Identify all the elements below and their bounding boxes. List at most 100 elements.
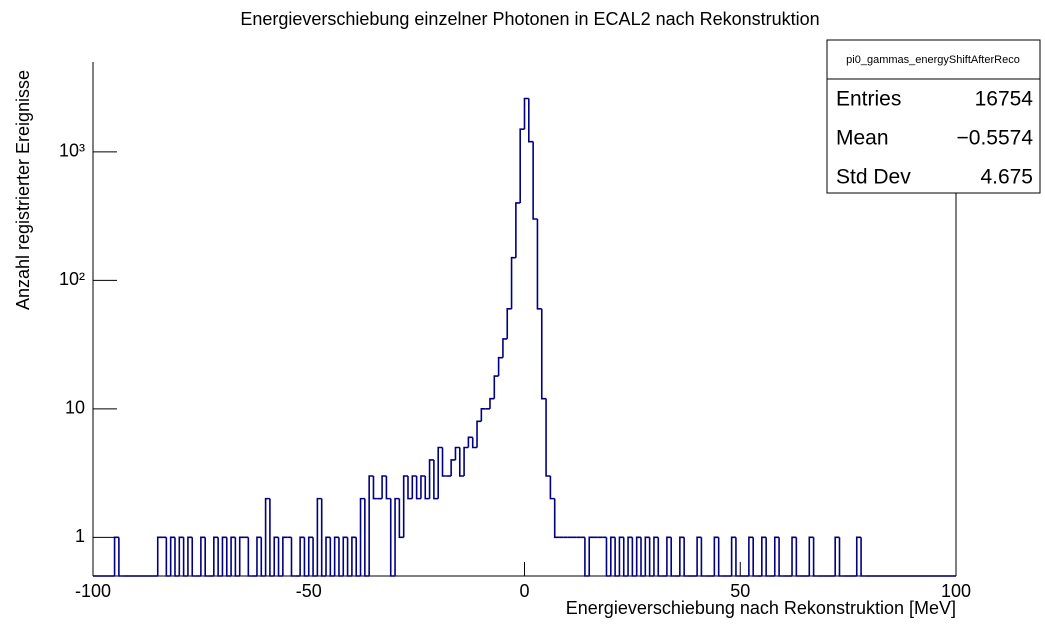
histogram-bin: [346, 537, 352, 577]
histogram-bin: [424, 476, 430, 500]
histogram-bin: [502, 338, 508, 358]
histogram-bin: [420, 475, 426, 499]
histogram-bin: [635, 536, 642, 576]
histogram-bin: [545, 398, 551, 477]
histogram-bin: [540, 308, 547, 400]
histogram-bin: [359, 497, 365, 576]
histogram-bin: [351, 536, 357, 576]
x-tick-label: -50: [296, 581, 322, 601]
histogram-bin: [467, 436, 473, 448]
histogram-bin: [450, 459, 456, 477]
histogram-bin: [458, 447, 465, 477]
histogram-bin: [118, 537, 124, 577]
y-tick-label: 10³: [59, 141, 85, 161]
histogram-bin: [221, 536, 227, 576]
stats-value: 4.675: [980, 166, 1033, 189]
histogram-bin: [476, 420, 482, 448]
histogram-bin: [178, 536, 184, 576]
histogram-bin: [303, 537, 309, 577]
histogram-bin: [312, 537, 318, 577]
histogram-bin: [264, 497, 270, 576]
histogram-bin: [506, 308, 512, 339]
histogram-bin: [480, 408, 486, 422]
histogram-bin: [523, 97, 529, 130]
histogram-bin: [234, 537, 240, 577]
stats-value: 16754: [975, 88, 1034, 111]
histogram-bin: [855, 536, 862, 576]
histogram-bin: [735, 537, 741, 577]
histogram-bin: [333, 536, 339, 576]
histogram-bin: [618, 536, 624, 576]
histogram-bin: [273, 536, 279, 576]
histogram-bin: [191, 537, 197, 577]
histogram-bin: [200, 536, 206, 576]
histogram-bin: [325, 536, 331, 576]
histogram-bin: [510, 256, 516, 309]
histogram-bin: [256, 536, 262, 576]
histogram-bin: [385, 476, 391, 500]
histogram-bin: [653, 536, 659, 576]
histogram-bin: [230, 536, 236, 576]
histogram-bin: [528, 98, 534, 143]
histogram-bin: [549, 476, 555, 500]
histogram-bin: [187, 536, 193, 576]
histogram-bin: [834, 536, 840, 576]
histogram-bin: [717, 537, 723, 577]
histogram-bin: [213, 536, 219, 576]
histogram-bin: [700, 537, 706, 577]
histogram-bin: [463, 446, 469, 477]
histogram-bin: [402, 475, 408, 538]
x-axis-label: Energieverschiebung nach Rekonstruktion …: [566, 598, 956, 618]
histogram-bin: [812, 537, 818, 577]
histogram-bin: [454, 446, 460, 460]
stats-box: pi0_gammas_energyShiftAfterReco Entries …: [826, 39, 1041, 194]
histogram-bin: [320, 498, 327, 577]
histogram-bin: [622, 537, 629, 577]
histogram-bin: [260, 537, 266, 577]
histogram-bin: [683, 537, 689, 577]
histogram-bin: [407, 476, 413, 500]
stats-key: Mean: [836, 127, 889, 150]
histogram-bin: [113, 536, 119, 576]
histogram-bin: [808, 536, 814, 576]
x-tick-label: -100: [75, 581, 111, 601]
histogram-bin: [217, 537, 223, 577]
histogram-bin: [670, 537, 676, 577]
histogram-bin: [666, 536, 672, 576]
histogram-bin: [631, 537, 637, 577]
y-tick-label: 10: [65, 398, 85, 418]
histogram-bin: [748, 536, 754, 576]
histogram-bin: [329, 537, 335, 577]
histogram-bin: [437, 446, 443, 499]
histogram-bin: [204, 537, 210, 577]
histogram-bin: [605, 537, 611, 577]
histogram-bin: [342, 536, 348, 576]
histogram-bin: [394, 497, 400, 576]
histogram-bin: [225, 537, 232, 577]
stats-value: −0.5574: [957, 127, 1034, 150]
histogram-bin: [428, 459, 434, 499]
histogram-bin: [791, 536, 797, 576]
histogram-bin: [338, 537, 344, 577]
histogram-bin: [536, 219, 542, 310]
histogram-bin: [515, 202, 521, 258]
histogram-bin: [640, 537, 646, 577]
histogram-bin: [588, 536, 594, 576]
histogram-bin: [497, 356, 503, 377]
histogram-bin: [584, 537, 590, 577]
histogram-bin: [795, 537, 801, 577]
histogram-bin: [182, 537, 188, 577]
histogram-bin: [299, 536, 305, 576]
histogram-bin: [489, 397, 495, 409]
histogram-bin: [532, 141, 538, 220]
y-axis-label: Anzahl registrierter Ereignisse: [13, 70, 33, 310]
histogram-bin: [648, 537, 654, 577]
histogram-bin: [174, 537, 180, 577]
histogram-bin: [519, 128, 525, 203]
histogram-bin: [368, 475, 374, 576]
y-tick-label: 10²: [59, 269, 85, 289]
y-tick-label: 1: [75, 526, 85, 546]
histogram-bin: [398, 498, 404, 539]
histogram-bin: [765, 537, 771, 577]
